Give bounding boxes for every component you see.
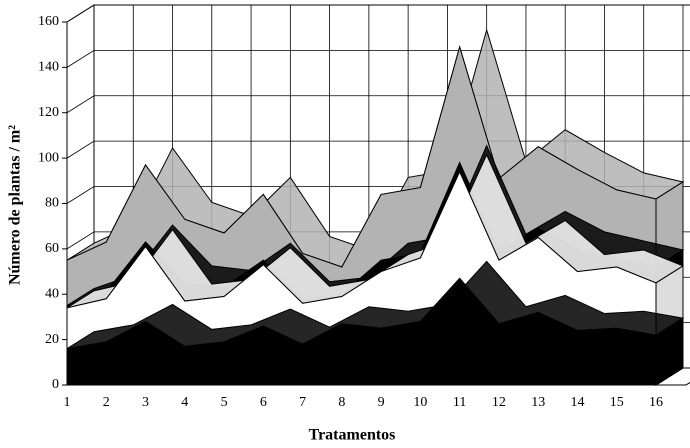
area: [66, 277, 657, 386]
y-tick-label: 100: [38, 150, 59, 165]
x-tick-label: 14: [570, 395, 584, 410]
y-tick-label: 60: [45, 241, 59, 256]
x-tick-label: 12: [492, 395, 506, 410]
y-tick-label: 80: [45, 196, 59, 211]
y-axis-label: Número de plantas / m²: [7, 125, 24, 285]
x-tick-label: 11: [453, 395, 466, 410]
x-tick-label: 1: [64, 395, 71, 410]
y-tick-label: 0: [52, 377, 59, 392]
x-tick-label: 3: [142, 395, 149, 410]
y-tick-label: 40: [45, 286, 59, 301]
y-tick-label: 20: [45, 332, 59, 347]
x-tick-label: 13: [531, 395, 545, 410]
y-tick-label: 120: [38, 105, 59, 120]
x-tick-label: 5: [221, 395, 228, 410]
x-tick-label: 8: [338, 395, 345, 410]
x-axis-label: Tratamentos: [309, 427, 396, 444]
x-tick-label: 6: [260, 395, 267, 410]
y-tick-label: 140: [38, 60, 59, 75]
x-tick-label: 15: [610, 395, 624, 410]
x-tick-label: 4: [181, 395, 188, 410]
x-tick-label: 16: [649, 395, 663, 410]
x-tick-label: 2: [103, 395, 110, 410]
x-tick-label: 9: [378, 395, 385, 410]
y-tick-label: 160: [38, 14, 59, 29]
x-tick-label: 7: [299, 395, 306, 410]
x-tick-label: 10: [413, 395, 427, 410]
